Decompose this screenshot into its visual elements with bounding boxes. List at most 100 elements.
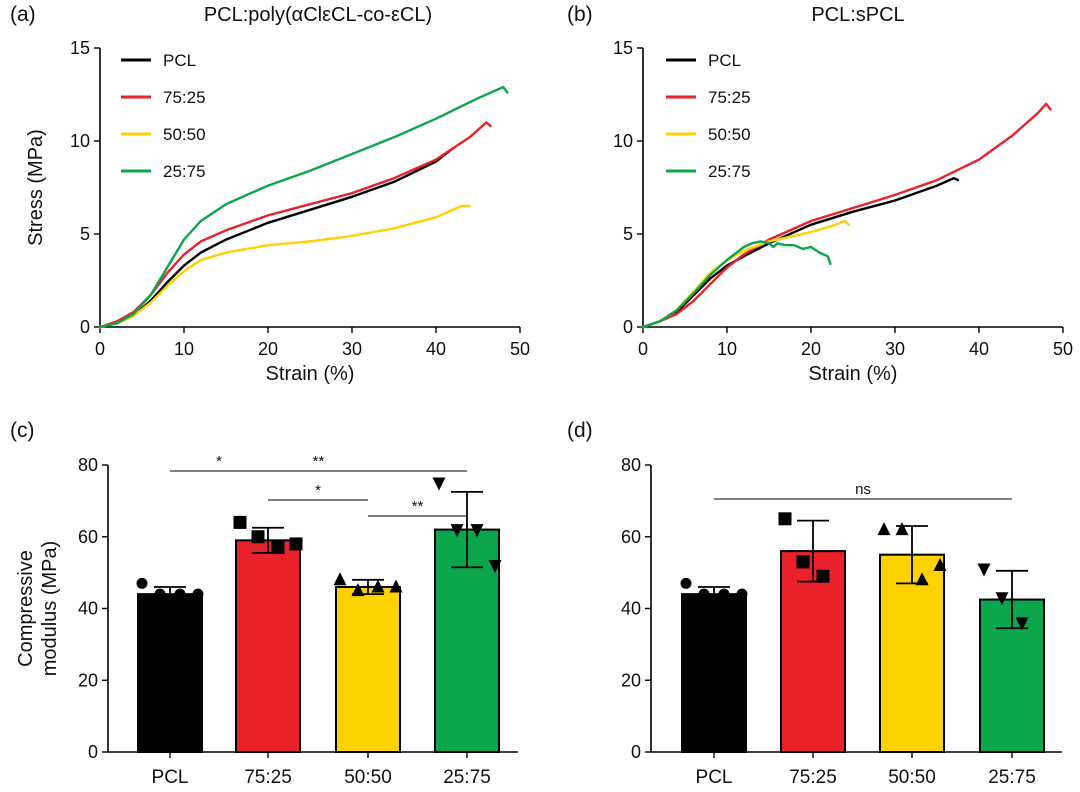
bar-75-25 — [780, 550, 846, 753]
data-point — [895, 522, 909, 536]
y-tick-label: 20 — [621, 670, 641, 690]
x-category-label: 75:25 — [789, 767, 837, 788]
y-axis-label-line1: Compressive — [15, 550, 37, 667]
x-tick-label: 40 — [426, 339, 446, 359]
series-line-50-50 — [98, 204, 471, 329]
data-point — [995, 592, 1009, 606]
significance-label: ** — [313, 453, 325, 470]
y-tick-label: 5 — [80, 224, 90, 244]
data-point — [698, 588, 710, 600]
series-line-25-75 — [641, 240, 832, 329]
chart-d: 0 20 40 60 80 PCL 75:25 50:50 25:75 ns — [621, 455, 1062, 788]
series-line-75-25 — [641, 102, 1052, 329]
data-point — [488, 559, 502, 573]
x-tick-label: 0 — [638, 339, 648, 359]
data-point — [977, 563, 991, 577]
chart-a: 0 5 10 15 0 10 20 30 40 50 Strain (%) Stress (MPa) P… — [25, 38, 530, 385]
chart-b: 0 5 10 15 0 10 20 30 40 50 Strain (%) PCL 75:25 50:50… — [613, 38, 1073, 385]
x-tick-label: 10 — [174, 339, 194, 359]
x-category-label: 50:50 — [888, 767, 936, 788]
data-point — [796, 555, 810, 569]
series-line-PCL — [641, 177, 960, 329]
bar-50-50 — [335, 585, 401, 753]
legend-label: PCL — [163, 51, 196, 70]
data-point — [371, 579, 385, 593]
x-category-label: 75:25 — [244, 767, 292, 788]
data-point — [877, 522, 891, 536]
y-tick-label: 5 — [623, 224, 633, 244]
significance-label: ** — [412, 498, 424, 515]
data-point — [351, 583, 365, 597]
y-tick-label: 40 — [78, 599, 98, 619]
data-point — [251, 530, 265, 544]
significance-label: ns — [855, 481, 871, 498]
legend-label: 25:75 — [163, 162, 206, 181]
legend-label: 50:50 — [708, 125, 751, 144]
data-point — [1015, 617, 1029, 631]
data-point — [680, 577, 692, 589]
y-axis-label: Stress (MPa) — [25, 129, 47, 246]
bar-PCL — [681, 593, 747, 754]
y-tick-label: 0 — [623, 317, 633, 337]
y-tick-label: 10 — [613, 131, 633, 151]
data-point — [192, 588, 204, 600]
x-tick-label: 50 — [1053, 339, 1073, 359]
y-tick-label: 15 — [613, 38, 633, 58]
chart-c: 0 20 40 60 80 Compressive modulus (MPa) PCL 75:2… — [15, 453, 518, 788]
series-line-25-75 — [98, 85, 509, 329]
data-point — [233, 515, 247, 529]
panel-label-a: (a) — [10, 3, 36, 26]
x-tick-label: 10 — [717, 339, 737, 359]
x-tick-label: 20 — [258, 339, 278, 359]
legend-label: 75:25 — [163, 88, 206, 107]
legend-label: PCL — [708, 51, 741, 70]
significance-label: * — [315, 482, 321, 499]
data-point — [333, 572, 347, 586]
y-tick-label: 15 — [70, 38, 90, 58]
x-tick-label: 30 — [885, 339, 905, 359]
data-point — [271, 541, 285, 555]
y-tick-label: 40 — [621, 599, 641, 619]
panel-label-d: (d) — [567, 419, 593, 442]
x-category-label: PCL — [152, 767, 189, 788]
chart-a-title: PCL:poly(αClεCL-co-εCL) — [204, 4, 432, 26]
y-tick-label: 0 — [631, 742, 641, 762]
panel-label-b: (b) — [567, 3, 593, 26]
x-axis-label: Strain (%) — [266, 363, 355, 385]
x-tick-label: 30 — [342, 339, 362, 359]
data-point — [778, 512, 792, 526]
y-axis-label-line2: modulus (MPa) — [39, 541, 61, 677]
data-point — [736, 588, 748, 600]
data-point — [470, 524, 484, 538]
data-point — [289, 537, 303, 551]
chart-b-title: PCL:sPCL — [811, 4, 904, 26]
y-tick-label: 0 — [88, 742, 98, 762]
significance-label: * — [216, 453, 222, 470]
panel-label-c: (c) — [10, 419, 35, 442]
y-tick-label: 60 — [78, 527, 98, 547]
y-tick-label: 60 — [621, 527, 641, 547]
bar-50-50 — [879, 553, 945, 753]
y-tick-label: 80 — [78, 455, 98, 475]
x-category-label: 50:50 — [344, 767, 392, 788]
y-tick-label: 0 — [80, 317, 90, 337]
data-point — [718, 588, 730, 600]
data-point — [432, 477, 446, 491]
x-tick-label: 50 — [510, 339, 530, 359]
data-point — [933, 557, 947, 571]
data-point — [915, 572, 929, 586]
data-point — [389, 579, 403, 593]
bar-PCL — [137, 593, 203, 754]
y-tick-label: 20 — [78, 670, 98, 690]
legend-label: 50:50 — [163, 125, 206, 144]
legend-label: 25:75 — [708, 162, 751, 181]
y-tick-label: 10 — [70, 131, 90, 151]
y-tick-label: 80 — [621, 455, 641, 475]
x-tick-label: 40 — [969, 339, 989, 359]
x-axis-label: Strain (%) — [809, 363, 898, 385]
x-category-label: PCL — [696, 767, 733, 788]
data-point — [816, 569, 830, 583]
legend-label: 75:25 — [708, 88, 751, 107]
x-tick-label: 0 — [95, 339, 105, 359]
